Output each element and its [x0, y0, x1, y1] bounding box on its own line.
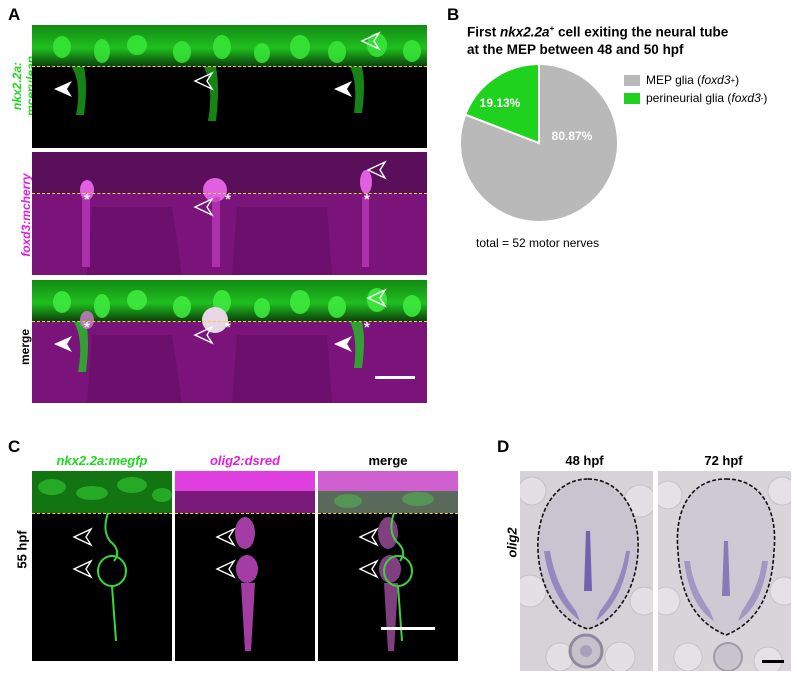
title-text: cell exiting the neural tube	[554, 24, 729, 40]
arrowhead-open-icon	[366, 160, 387, 180]
legend-text: )	[735, 73, 740, 87]
arrowhead-open-icon	[358, 559, 379, 579]
arrowhead-open-icon	[193, 71, 214, 91]
panel-c-letter: C	[8, 437, 21, 456]
arrowhead-open-icon	[193, 197, 214, 217]
panel-d-row-label: olig2	[504, 527, 520, 558]
arrowhead-filled-icon	[334, 336, 352, 352]
micrograph-c-megfp	[32, 471, 172, 661]
pie-slice	[464, 62, 540, 145]
arrowhead-open-icon	[72, 527, 93, 547]
micrograph-d-48hpf	[520, 471, 653, 671]
micrograph-c-dsred	[175, 471, 315, 661]
panel-c-row-label: 55 hpf	[14, 530, 30, 569]
scale-bar	[375, 376, 415, 379]
arrowhead-open-icon	[215, 527, 236, 547]
title-line2: at the MEP between 48 and 50 hpf	[467, 41, 684, 57]
scale-bar	[381, 627, 435, 630]
micrograph-a-mcerulean	[32, 25, 427, 148]
boundary-line	[32, 513, 172, 514]
title-gene: nkx2.2a	[500, 24, 550, 40]
panel-a-row-label-foxd3: foxd3:mcherry	[19, 173, 33, 257]
pie-data-label: 80.87%	[552, 129, 593, 143]
legend-item-mep-glia: MEP glia (foxd3 +)	[624, 73, 739, 87]
boundary-line	[32, 66, 427, 67]
asterisk-marker: *	[364, 191, 370, 208]
legend-text: MEP glia (	[646, 73, 702, 87]
panel-c-col-label-megfp: nkx2.2a:megfp	[56, 453, 148, 468]
arrowhead-open-icon	[358, 527, 379, 547]
boundary-line	[318, 513, 458, 514]
micrograph-a-merge: * * *	[32, 280, 427, 403]
arrowhead-open-icon	[215, 559, 236, 579]
asterisk-marker: *	[225, 191, 231, 208]
legend-item-perineurial-glia: perineurial glia (foxd3-)	[624, 91, 767, 105]
legend-gene: foxd3	[701, 73, 731, 87]
panel-c-col-label-dsred: olig2:dsred	[209, 453, 281, 468]
arrowhead-open-icon	[366, 288, 387, 308]
asterisk-marker: *	[84, 319, 90, 336]
boundary-line	[32, 321, 427, 322]
panel-b-letter: B	[447, 5, 460, 24]
scale-bar	[762, 660, 784, 663]
asterisk-marker: *	[84, 191, 90, 208]
arrowhead-filled-icon	[334, 81, 352, 97]
legend-swatch	[624, 74, 640, 86]
legend-swatch	[624, 92, 640, 104]
arrowhead-filled-icon	[54, 336, 72, 352]
panel-d-col-label-72: 72 hpf	[704, 453, 743, 468]
arrowhead-open-icon	[360, 31, 381, 51]
asterisk-marker: *	[364, 319, 370, 336]
legend-text: perineurial glia (	[646, 91, 732, 105]
total-note: total = 52 motor nerves	[476, 236, 600, 250]
micrograph-a-foxd3: * * *	[32, 152, 427, 275]
title-text: First	[467, 24, 501, 40]
legend-text: )	[763, 91, 768, 105]
arrowhead-open-icon	[72, 559, 93, 579]
panel-d-col-label-48: 48 hpf	[565, 453, 604, 468]
asterisk-marker: *	[225, 319, 231, 336]
arrowhead-open-icon	[193, 325, 214, 345]
title-sup: +	[549, 24, 555, 33]
panel-a-letter: A	[8, 5, 21, 24]
micrograph-c-merge	[318, 471, 458, 661]
legend-sup: +	[730, 75, 736, 85]
micrograph-d-72hpf	[658, 471, 791, 671]
legend-sup: -	[760, 93, 764, 103]
panel-c-col-label-merge: merge	[368, 453, 408, 468]
chart-title: First nkx2.2a+ cell exiting the neural t…	[467, 20, 787, 58]
panel-d-letter: D	[497, 437, 510, 456]
pie-data-label: 19.13%	[480, 96, 521, 110]
pie-chart: 80.87% 19.13%	[459, 62, 619, 223]
boundary-line	[32, 193, 427, 194]
arrowhead-filled-icon	[54, 81, 72, 97]
legend-gene: foxd3	[731, 91, 761, 105]
panel-a-row-label-merge: merge	[18, 328, 32, 366]
boundary-line	[175, 513, 315, 514]
